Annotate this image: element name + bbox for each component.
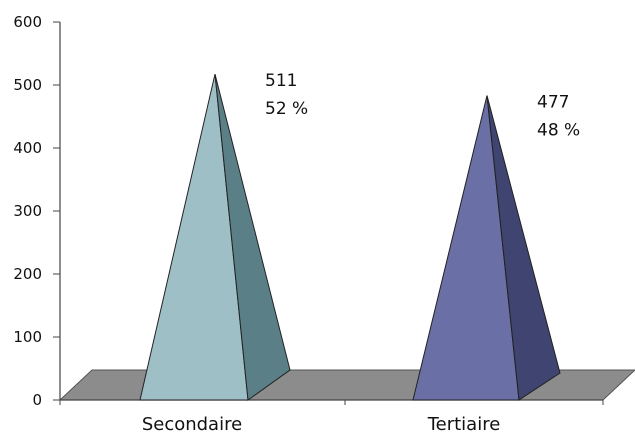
pyramid-side-face [214,73,291,401]
y-tick-label: 0 [32,391,42,409]
data-label-percent: 52 % [265,99,308,119]
y-tick-label: 200 [13,265,42,283]
x-category-label: Secondaire [142,414,242,435]
y-axis-ticks: 0 100 200 300 400 500 600 [13,13,60,409]
y-tick-label: 100 [13,328,42,346]
y-tick-label: 600 [13,13,42,31]
x-category-label: Tertiaire [427,414,501,435]
y-tick-label: 400 [13,139,42,157]
y-tick-label: 500 [13,76,42,94]
pyramid-secondaire [139,73,291,401]
data-label-value: 511 [265,71,297,91]
pyramid-tertiaire [412,95,561,401]
pyramid-side-face [486,95,561,401]
data-label-percent: 48 % [537,120,580,140]
data-label-value: 477 [537,92,569,112]
y-tick-label: 300 [13,202,42,220]
